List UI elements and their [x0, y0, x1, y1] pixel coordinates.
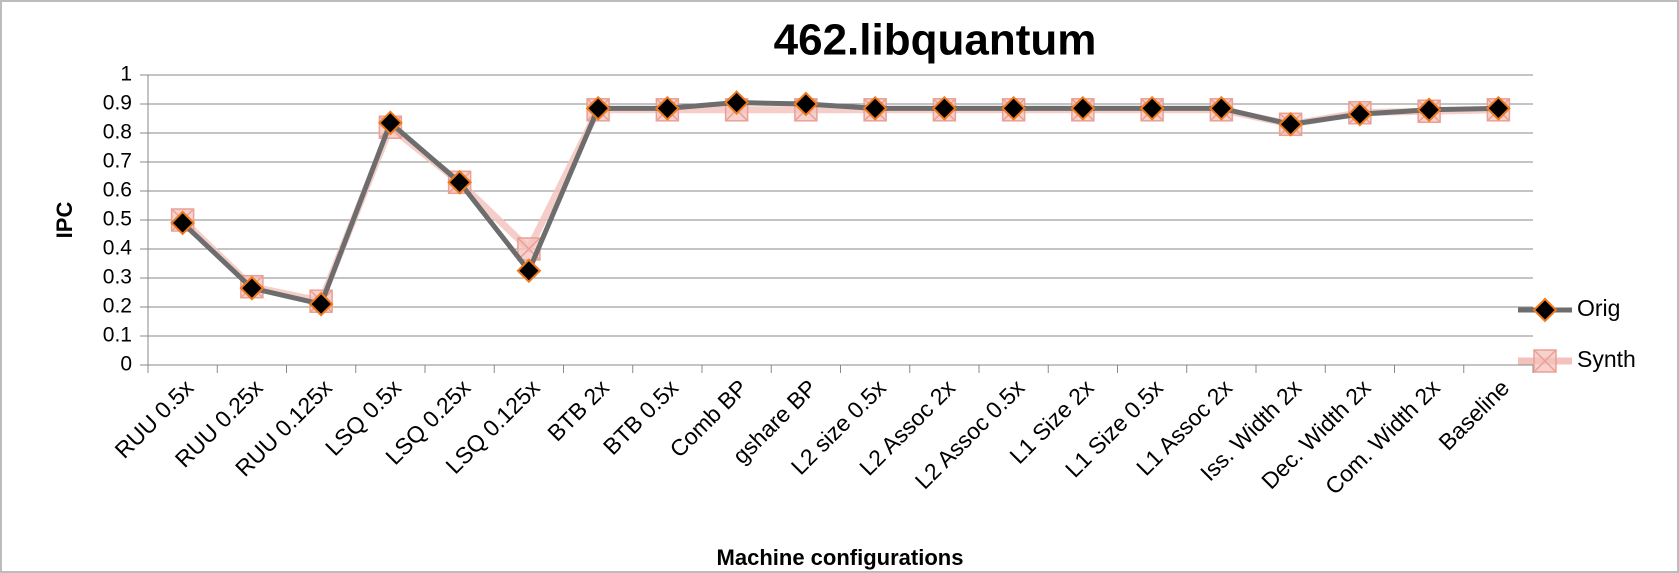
marker — [862, 95, 888, 121]
marker — [1070, 95, 1096, 121]
marker — [516, 258, 542, 284]
marker — [447, 169, 473, 195]
marker — [170, 210, 196, 236]
marker — [724, 90, 750, 115]
y-tick-label: 0.2 — [103, 295, 132, 318]
marker — [308, 291, 334, 317]
y-tick-label: 0 — [120, 353, 132, 376]
y-tick-label: 1 — [120, 63, 132, 86]
y-tick-label: 0.1 — [103, 324, 132, 347]
marker — [1347, 101, 1373, 127]
marker — [1001, 95, 1027, 121]
marker — [1208, 95, 1234, 121]
marker — [585, 95, 611, 121]
x-axis-label: Machine configurations — [717, 545, 964, 570]
marker — [793, 91, 819, 117]
marker — [654, 95, 680, 121]
chart-title: 462.libquantum — [774, 16, 1097, 65]
marker — [1485, 95, 1511, 121]
marker-cross — [1533, 349, 1557, 373]
legend-label: Synth — [1577, 346, 1636, 372]
y-tick-label: 0.7 — [103, 150, 132, 173]
line — [180, 100, 1499, 307]
marker — [1278, 111, 1304, 137]
series — [170, 90, 1511, 317]
y-tick-label: 0.3 — [103, 266, 132, 289]
y-tick-label: 0.5 — [103, 208, 132, 231]
y-tick-label: 0.4 — [103, 237, 133, 260]
marker — [239, 275, 265, 301]
legend-marker — [1533, 349, 1557, 373]
marker — [377, 110, 403, 136]
marker — [1416, 97, 1442, 123]
y-tick-label: 0.9 — [103, 92, 132, 115]
y-tick-label: 0.6 — [103, 179, 132, 202]
y-tick-label: 0.8 — [103, 121, 132, 144]
marker — [931, 95, 957, 121]
legend-label: Orig — [1577, 295, 1620, 321]
marker — [1139, 95, 1165, 121]
legend-marker — [1532, 297, 1558, 323]
y-axis-label: IPC — [52, 202, 77, 239]
